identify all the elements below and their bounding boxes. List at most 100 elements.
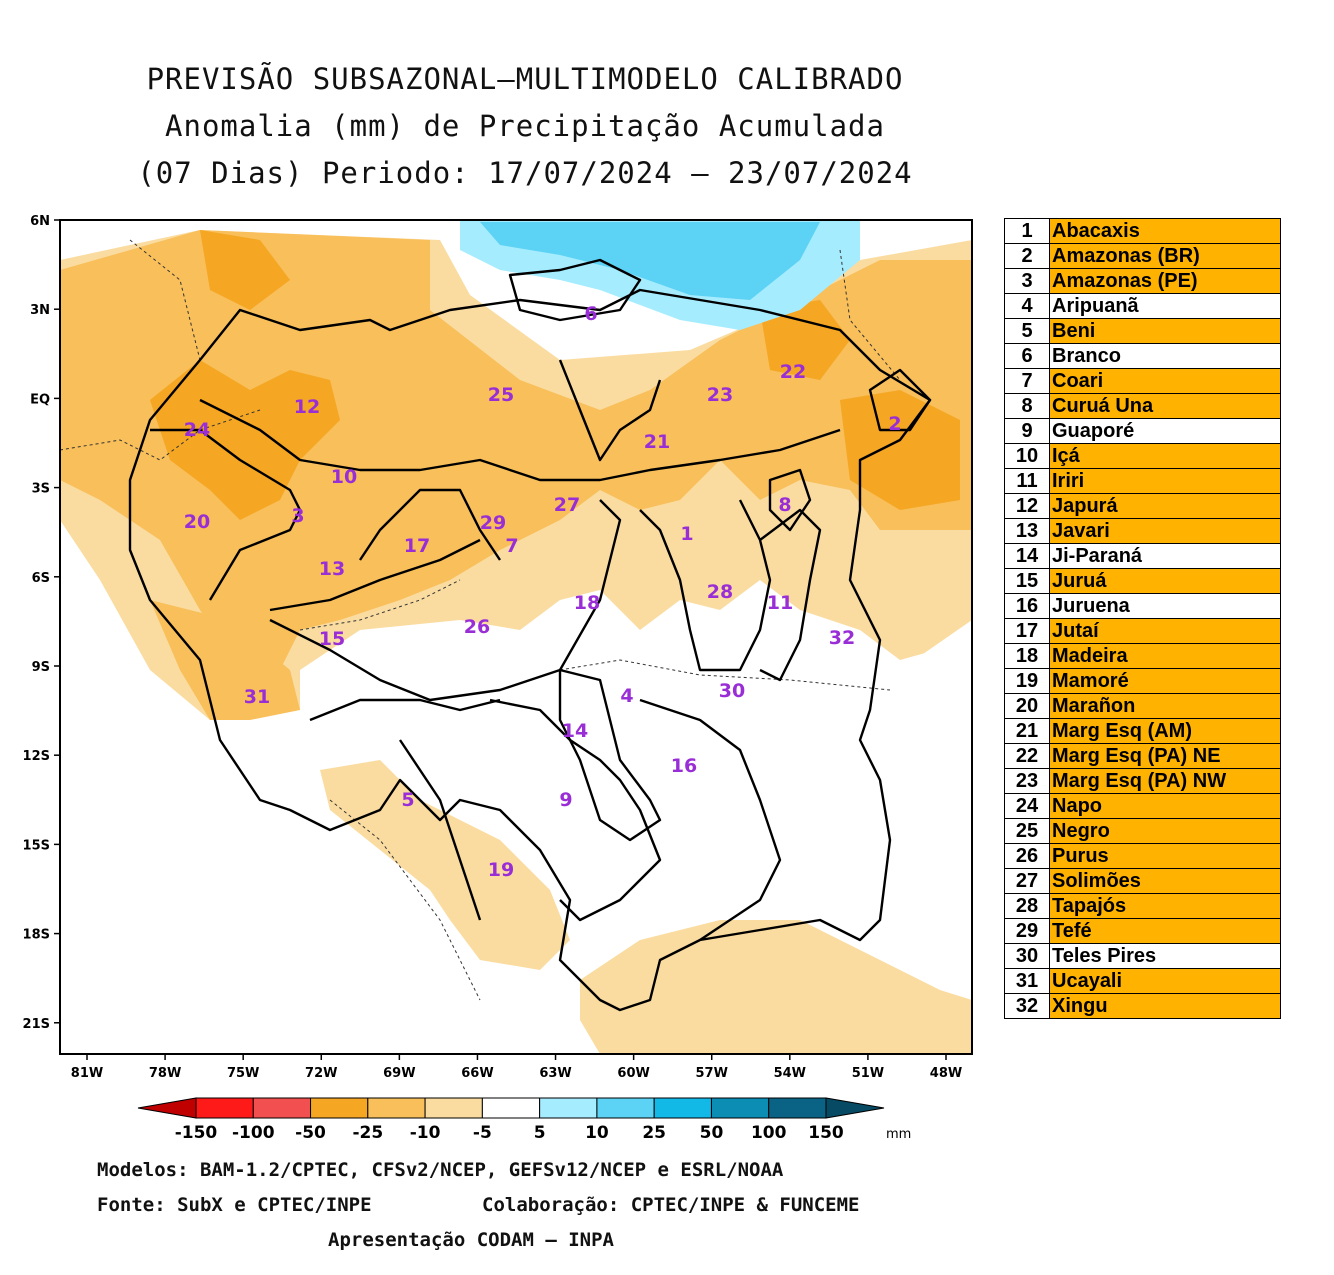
legend-row: 14 Ji-Paraná [1004, 543, 1281, 569]
lat-label: 3S [32, 482, 50, 497]
legend-basin-name: Iriri [1049, 468, 1281, 494]
legend-basin-name: Juruá [1049, 568, 1281, 594]
legend-basin-name: Ucayali [1049, 968, 1281, 994]
legend-number: 21 [1004, 718, 1050, 744]
lat-label: 15S [23, 838, 50, 853]
lon-label: 57W [696, 1066, 728, 1081]
legend-basin-name: Içá [1049, 443, 1281, 469]
colorbar-box [367, 1097, 426, 1119]
anomaly-region-blue-core [480, 222, 820, 300]
legend-number: 27 [1004, 868, 1050, 894]
basin-outline-9-16 [489, 698, 662, 922]
footer-collaboration: Colaboração: CPTEC/INPE & FUNCEME [482, 1194, 860, 1216]
basin-number-16: 16 [671, 755, 697, 777]
basin-number-11: 11 [767, 592, 793, 614]
basin-number-10: 10 [331, 466, 357, 488]
legend-basin-name: Mamoré [1049, 668, 1281, 694]
footer-presentation: Apresentação CODAM – INPA [328, 1229, 614, 1251]
legend-number: 14 [1004, 543, 1050, 569]
lat-label: 21S [23, 1017, 50, 1032]
legend-number: 1 [1004, 218, 1050, 244]
legend-number: 18 [1004, 643, 1050, 669]
legend-number: 19 [1004, 668, 1050, 694]
basin-number-13: 13 [319, 558, 345, 580]
legend-row: 8 Curuá Una [1004, 393, 1281, 419]
legend-row: 5 Beni [1004, 318, 1281, 344]
legend-basin-name: Napo [1049, 793, 1281, 819]
legend-number: 23 [1004, 768, 1050, 794]
legend-basin-name: Marg Esq (PA) NW [1049, 768, 1281, 794]
legend-row: 26 Purus [1004, 843, 1281, 869]
basin-outline-24-20 [150, 428, 302, 511]
basin-outlines [128, 258, 932, 1012]
legend-row: 22 Marg Esq (PA) NE [1004, 743, 1281, 769]
anomaly-shading [60, 220, 972, 1054]
lat-label: 6S [32, 571, 50, 586]
legend-basin-name: Tapajós [1049, 893, 1281, 919]
map-frame [59, 219, 973, 1055]
legend-row: 10 Içá [1004, 443, 1281, 469]
legend-number: 6 [1004, 343, 1050, 369]
legend-number: 9 [1004, 418, 1050, 444]
basin-number-22: 22 [780, 361, 806, 383]
legend-number: 17 [1004, 618, 1050, 644]
legend-number: 22 [1004, 743, 1050, 769]
colorbar-box [768, 1097, 827, 1119]
basin-outline-1-28 [639, 499, 772, 672]
latitude-axis: 6N 3N EQ 3S 6S 9S 12S 15S 18S 21S [23, 214, 60, 1032]
legend-number: 32 [1004, 993, 1050, 1019]
legend-row: 4 Aripuanã [1004, 293, 1281, 319]
anomaly-region-light-south [580, 920, 972, 1054]
longitude-axis: 81W 78W 75W 72W 69W 66W 63W 60W 57W 54W 51W 48W [71, 1054, 962, 1081]
colorbar-box [424, 1097, 483, 1119]
basin-outline-main-stem [199, 398, 841, 482]
basin-number-9: 9 [559, 789, 572, 811]
title-line-1: PREVISÃO SUBSAZONAL–MULTIMODELO CALIBRAD… [146, 62, 904, 96]
basin-outline-13-15 [269, 538, 481, 612]
basin-number-7: 7 [505, 535, 518, 557]
basin-number-29: 29 [480, 512, 506, 534]
legend-row: 27 Solimões [1004, 868, 1281, 894]
legend-basin-name: Guaporé [1049, 418, 1281, 444]
colorbar-box [539, 1097, 598, 1119]
basin-legend-table: 1 Abacaxis 2 Amazonas (BR) 3 Amazonas (PE) 4 Ar… [1004, 218, 1281, 1019]
basin-number-1: 1 [680, 523, 693, 545]
legend-row: 9 Guaporé [1004, 418, 1281, 444]
lon-label: 72W [305, 1066, 337, 1081]
legend-number: 26 [1004, 843, 1050, 869]
legend-basin-name: Coari [1049, 368, 1281, 394]
basin-outline-25-21 [558, 359, 662, 462]
basin-number-14: 14 [562, 720, 588, 742]
lon-label: 54W [774, 1066, 806, 1081]
colorbar-labels: -150 -100 -50 -25 -10 -5 5 10 25 50 100 150 mm [175, 1123, 912, 1143]
anomaly-region-medium-southwest [150, 600, 300, 720]
lon-label: 63W [539, 1066, 571, 1081]
footer-source: Fonte: SubX e CPTEC/INPE [97, 1194, 372, 1216]
basin-outline-26-18 [269, 499, 622, 702]
legend-number: 30 [1004, 943, 1050, 969]
basin-number-20: 20 [184, 511, 210, 533]
legend-basin-name: Marg Esq (PA) NE [1049, 743, 1281, 769]
colorbar-label: 10 [585, 1123, 609, 1143]
legend-basin-name: Marg Esq (AM) [1049, 718, 1281, 744]
legend-row: 18 Madeira [1004, 643, 1281, 669]
legend-number: 3 [1004, 268, 1050, 294]
lon-label: 48W [930, 1066, 962, 1081]
legend-row: 32 Xingu [1004, 993, 1281, 1019]
colorbar-box [653, 1097, 712, 1119]
legend-number: 29 [1004, 918, 1050, 944]
legend-basin-name: Teles Pires [1049, 943, 1281, 969]
colorbar-box [596, 1097, 655, 1119]
legend-number: 4 [1004, 293, 1050, 319]
legend-row: 24 Napo [1004, 793, 1281, 819]
legend-row: 17 Jutaí [1004, 618, 1281, 644]
legend-basin-name: Curuá Una [1049, 393, 1281, 419]
basin-number-25: 25 [488, 384, 514, 406]
colorbar-box [195, 1097, 254, 1119]
colorbar-label: -50 [295, 1123, 326, 1143]
legend-row: 20 Marañon [1004, 693, 1281, 719]
legend-row: 1 Abacaxis [1004, 218, 1281, 244]
legend-basin-name: Juruena [1049, 593, 1281, 619]
legend-basin-name: Amazonas (PE) [1049, 268, 1281, 294]
lat-label: 12S [23, 749, 50, 764]
